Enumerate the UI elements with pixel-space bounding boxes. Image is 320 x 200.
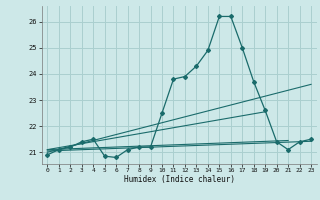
X-axis label: Humidex (Indice chaleur): Humidex (Indice chaleur) <box>124 175 235 184</box>
